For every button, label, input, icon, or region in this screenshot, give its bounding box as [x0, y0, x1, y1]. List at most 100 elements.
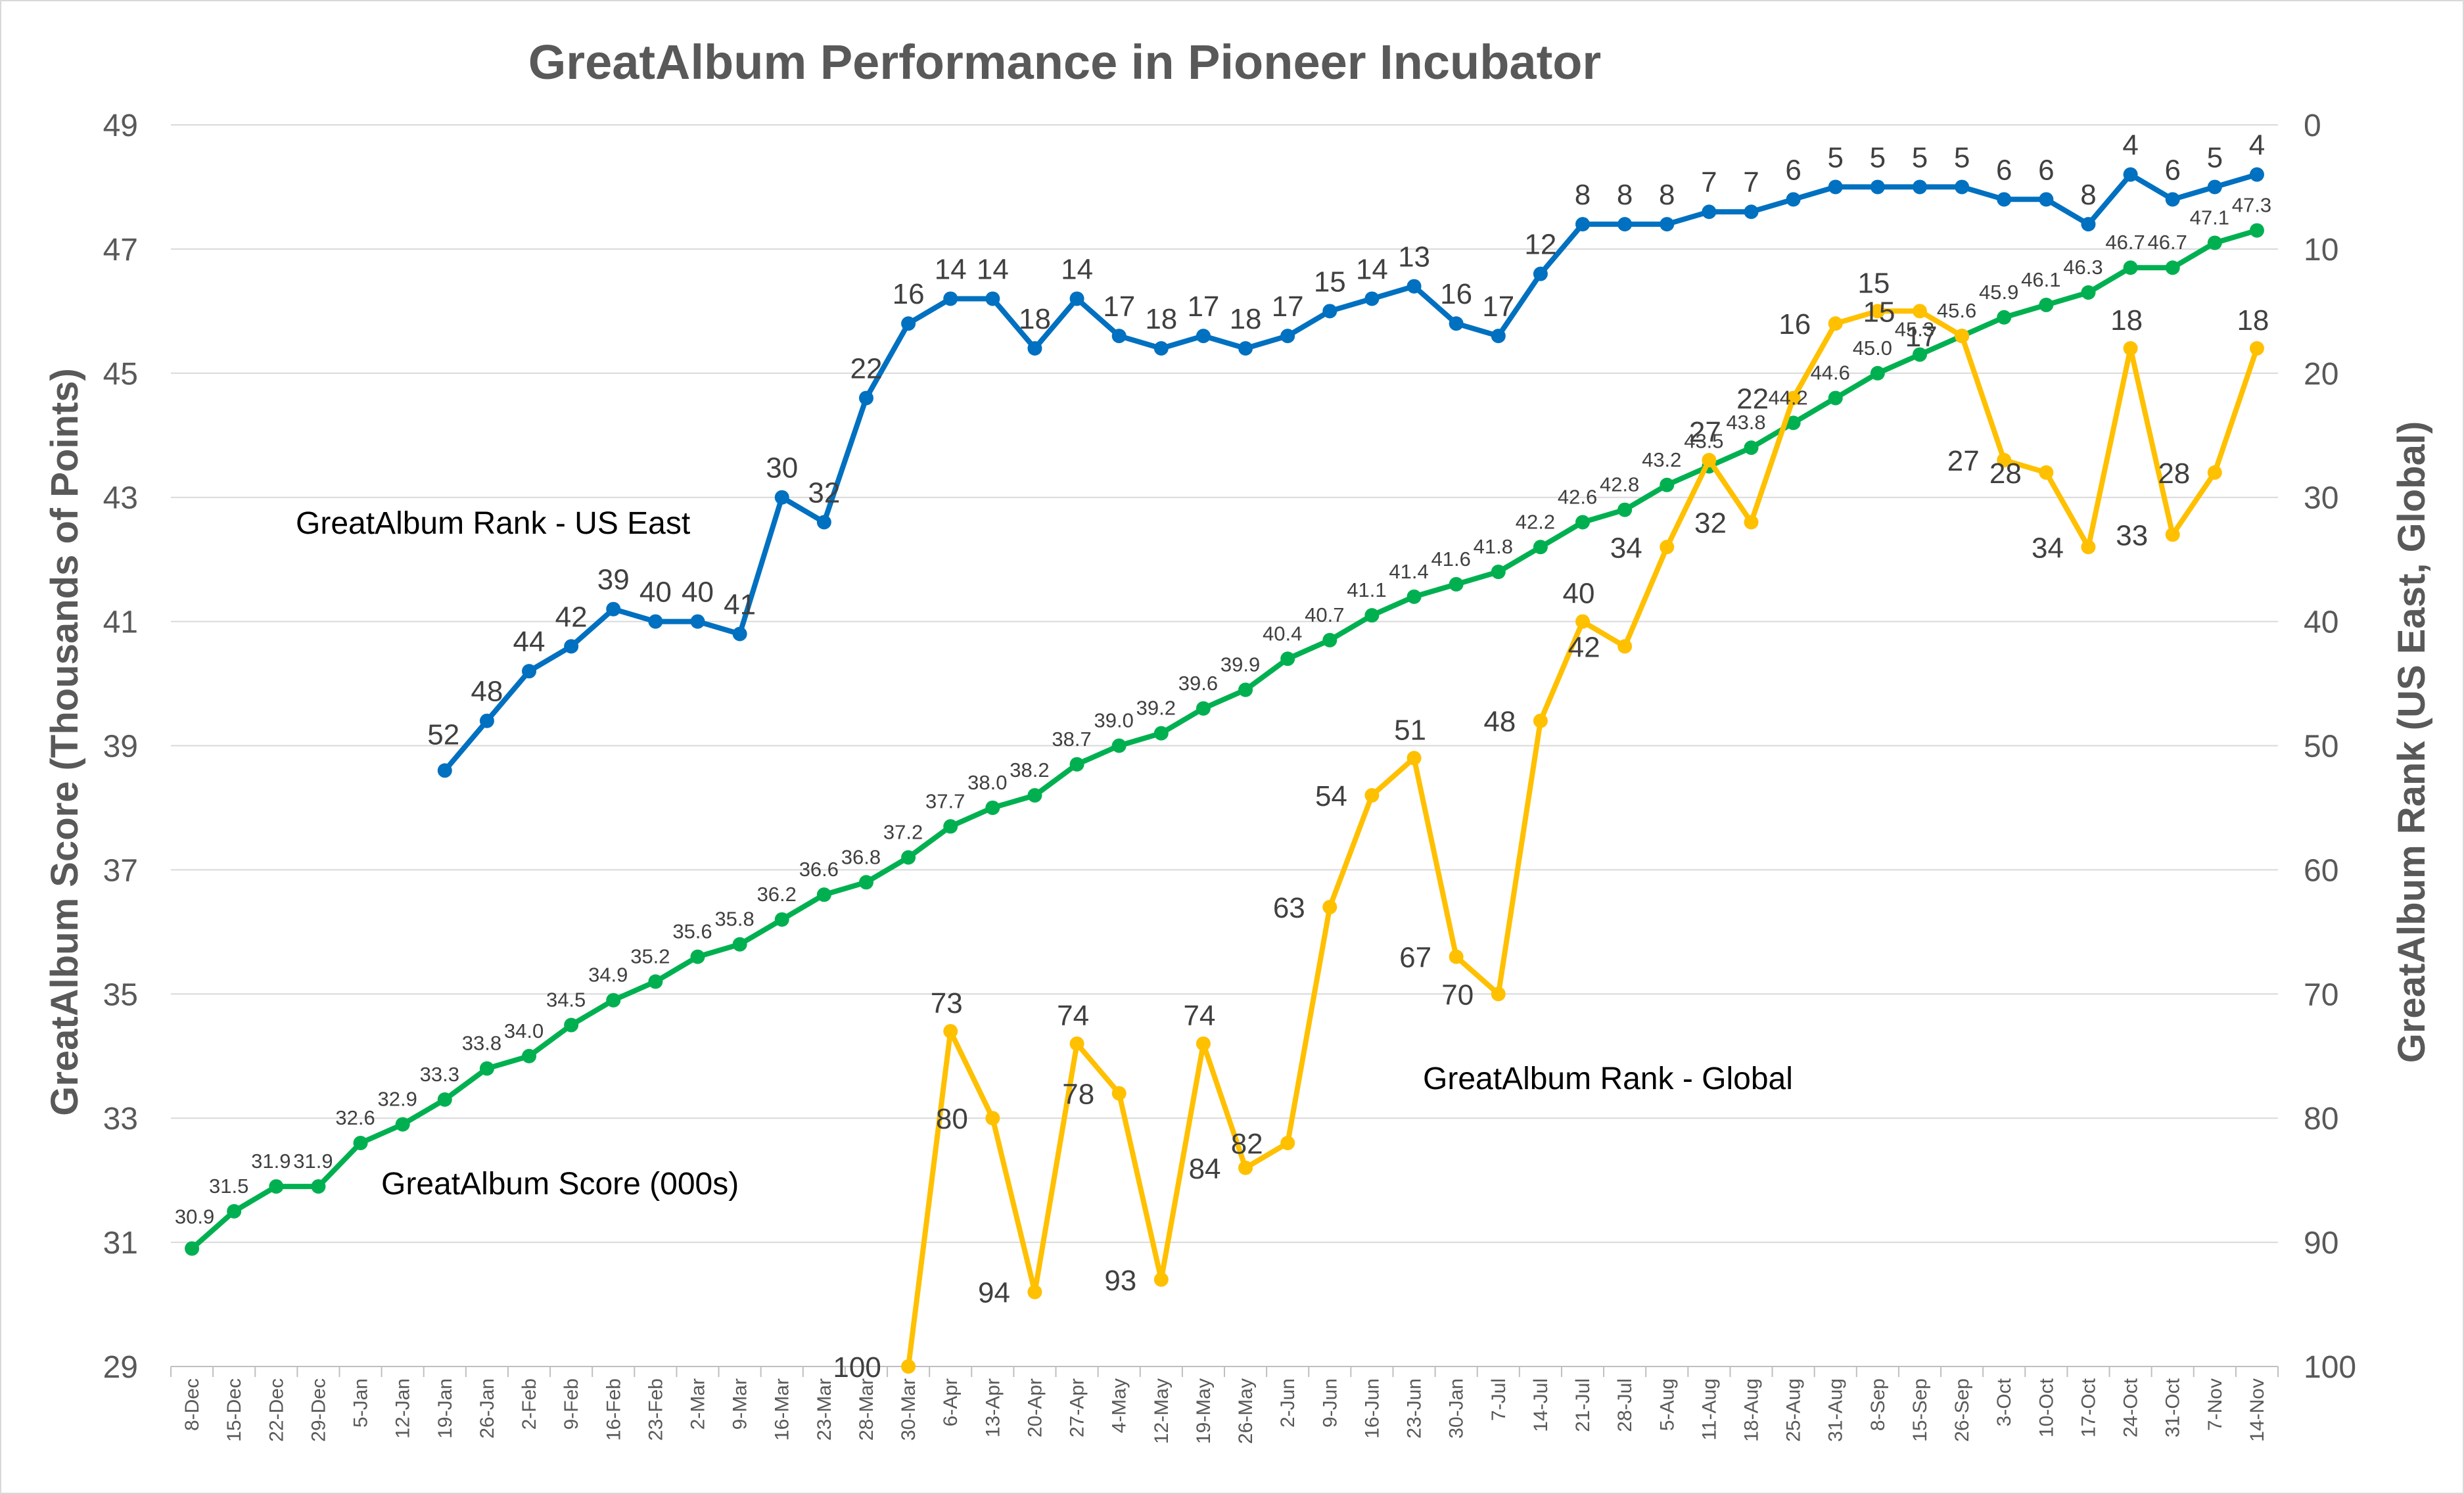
x-tick-label: 5-Jan	[350, 1378, 372, 1428]
data-label-global: 40	[1563, 578, 1595, 610]
data-point-us-east	[1702, 204, 1717, 220]
y-left-tick-label: 49	[103, 108, 138, 143]
x-tick-label: 9-Jun	[1319, 1378, 1341, 1428]
data-label-us-east: 7	[1701, 166, 1717, 198]
data-point-us-east	[1238, 341, 1253, 356]
data-label-us-east: 7	[1743, 166, 1759, 198]
x-tick-label: 14-Jul	[1530, 1378, 1552, 1432]
x-tick-label: 23-Feb	[645, 1378, 666, 1441]
y-axis-left: 29 31 33 35 37 39 41 43 45 47 49	[103, 108, 138, 1385]
data-label-score: 41.8	[1474, 535, 1513, 558]
data-label-score: 35.6	[672, 920, 712, 943]
data-label-us-east: 48	[471, 676, 503, 708]
data-label-global: 80	[936, 1103, 968, 1135]
x-tick-label: 24-Oct	[2120, 1378, 2142, 1437]
data-label-us-east: 14	[1061, 253, 1093, 285]
x-tick-label: 9-Feb	[561, 1378, 582, 1430]
data-label-us-east: 4	[2122, 129, 2138, 162]
data-label-us-east: 8	[2080, 179, 2096, 211]
data-label-global: 28	[2158, 457, 2190, 490]
data-label-global: 32	[1694, 507, 1727, 539]
data-point-score	[1322, 632, 1337, 647]
data-label-us-east: 5	[1912, 141, 1928, 174]
data-label-global: 73	[931, 987, 963, 1019]
data-label-us-east: 6	[2164, 154, 2180, 186]
data-point-us-east	[2081, 217, 2096, 232]
data-point-global	[1997, 453, 2012, 468]
y-left-tick-label: 43	[103, 481, 138, 516]
series-global	[901, 304, 2264, 1374]
x-axis: 8-Dec 15-Dec 22-Dec 29-Dec 5-Jan 12-Jan 19-Jan…	[170, 1366, 2279, 1444]
x-tick-label: 15-Dec	[223, 1378, 245, 1442]
x-tick-label: 10-Oct	[2035, 1378, 2057, 1437]
data-label-score: 46.1	[2021, 268, 2060, 291]
data-label-us-east: 8	[1575, 179, 1591, 211]
data-point-score	[2081, 285, 2096, 300]
x-tick-label: 31-Aug	[1825, 1378, 1847, 1442]
data-label-score: 35.8	[714, 908, 754, 931]
x-tick-label: 30-Mar	[898, 1378, 919, 1441]
data-label-score: 36.8	[841, 845, 881, 868]
chart-title: GreatAlbum Performance in Pioneer Incuba…	[528, 35, 1601, 89]
data-labels: 30.931.531.9 31.932.632.933.333.834.034.5…	[175, 129, 2271, 1384]
data-label-global: 18	[2237, 304, 2269, 337]
x-tick-label: 11-Aug	[1698, 1378, 1720, 1441]
data-point-score	[1870, 365, 1885, 381]
series-name-global: GreatAlbum Rank - Global	[1423, 1062, 1793, 1096]
y-right-tick-label: 50	[2304, 730, 2338, 764]
data-label-score: 36.6	[799, 858, 839, 881]
data-label-global: 17	[1905, 321, 1938, 353]
data-point-global	[1069, 1036, 1084, 1051]
data-label-score: 43.2	[1642, 448, 1681, 471]
x-tick-label: 26-May	[1235, 1378, 1257, 1444]
data-label-us-east: 6	[1996, 154, 2012, 186]
data-point-us-east	[522, 664, 537, 679]
data-label-us-east: 18	[1230, 303, 1262, 335]
data-label-global: 34	[2032, 532, 2064, 564]
data-point-score	[437, 1092, 452, 1107]
data-label-score: 41.6	[1431, 548, 1470, 571]
data-label-score: 35.2	[630, 945, 670, 968]
data-point-score	[311, 1179, 326, 1194]
data-point-score	[1533, 540, 1548, 555]
data-point-global	[1912, 304, 1927, 319]
y-axis-left-title: GreatAlbum Score (Thousands of Points)	[43, 368, 86, 1116]
data-label-us-east: 18	[1019, 303, 1051, 335]
series-us-east	[437, 167, 2264, 778]
data-label-us-east: 17	[1187, 291, 1219, 323]
data-label-global: 22	[1736, 383, 1769, 415]
data-point-us-east	[690, 614, 705, 629]
data-point-score	[2249, 223, 2264, 238]
data-point-us-east	[1491, 329, 1506, 344]
data-point-us-east	[2207, 179, 2222, 195]
x-tick-label: 19-May	[1193, 1378, 1215, 1444]
data-point-global	[1111, 1086, 1127, 1101]
data-label-global: 82	[1231, 1128, 1263, 1160]
data-point-us-east	[1364, 291, 1380, 306]
series-line-global	[906, 308, 2260, 1369]
data-point-global	[1575, 614, 1591, 629]
data-label-score: 38.2	[1010, 759, 1049, 782]
data-point-us-east	[1196, 329, 1211, 344]
x-tick-label: 12-Jan	[392, 1378, 414, 1439]
data-point-score	[1196, 701, 1211, 716]
data-point-global	[1660, 540, 1675, 555]
x-tick-label: 14-Nov	[2246, 1378, 2268, 1442]
data-point-us-east	[2039, 192, 2054, 207]
data-point-us-east	[858, 390, 873, 406]
data-point-score	[943, 819, 958, 834]
data-point-us-east	[1322, 304, 1337, 319]
data-label-us-east: 13	[1398, 241, 1430, 273]
data-label-global: 42	[1568, 631, 1600, 663]
data-point-score	[985, 800, 1000, 815]
data-point-us-east	[606, 601, 621, 617]
data-label-score: 44.2	[1768, 386, 1807, 409]
x-tick-label: 2-Feb	[519, 1378, 540, 1430]
data-label-global: 78	[1062, 1078, 1094, 1110]
x-tick-label: 22-Dec	[266, 1378, 287, 1442]
data-point-us-east	[1617, 217, 1633, 232]
data-point-us-east	[1660, 217, 1675, 232]
data-label-us-east: 5	[1870, 141, 1886, 174]
data-point-global	[1870, 304, 1885, 319]
data-point-us-east	[1828, 179, 1843, 195]
